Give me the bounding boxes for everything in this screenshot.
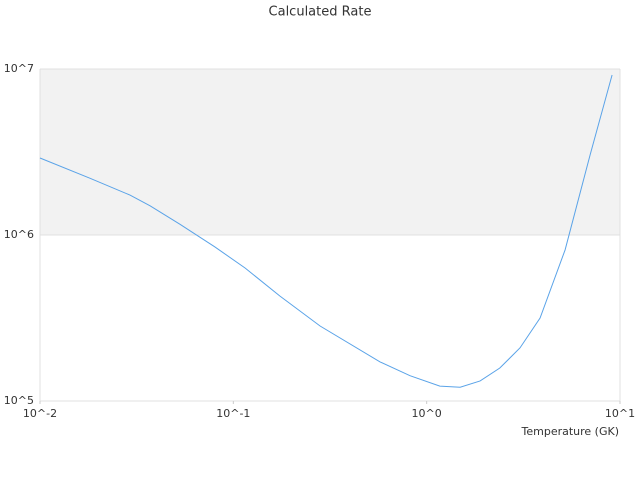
x-tick-label: 10^0 (412, 407, 442, 420)
data-line (39, 74, 613, 388)
chart-title: Calculated Rate (269, 5, 372, 20)
x-tick-label: 10^1 (605, 407, 635, 420)
y-tick-label: 10^6 (4, 228, 34, 241)
x-tick-label: 10^-1 (216, 407, 250, 420)
y-tick-label: 10^5 (4, 394, 34, 407)
y-tick-label: 10^7 (4, 62, 34, 75)
grid-band (40, 69, 620, 235)
x-axis-label: Temperature (GK) (521, 425, 620, 438)
x-tick-label: 10^-2 (23, 407, 57, 420)
